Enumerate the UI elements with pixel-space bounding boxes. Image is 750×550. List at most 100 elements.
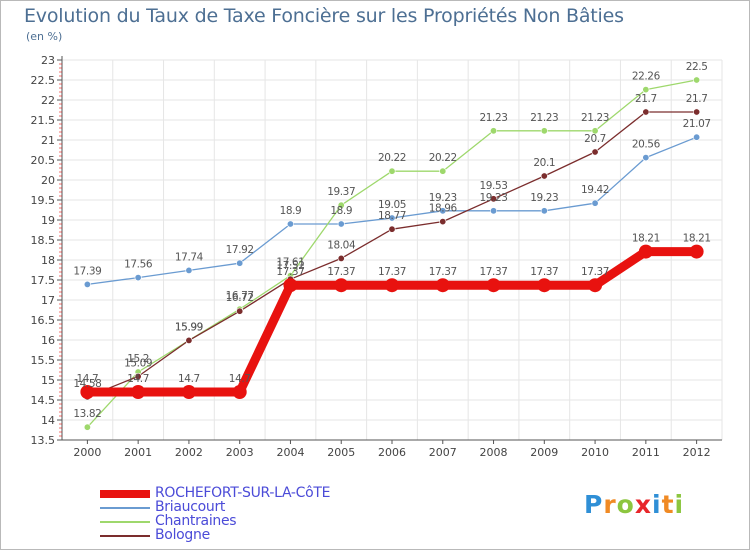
data-label: 17.52 <box>276 260 304 272</box>
logo-letter: x <box>634 490 652 519</box>
data-label: 19.05 <box>378 199 406 211</box>
data-point <box>286 220 294 228</box>
data-label: 17.37 <box>581 266 609 278</box>
data-label: 14.7 <box>229 373 251 385</box>
data-label: 19.42 <box>581 184 609 196</box>
logo-letter: r <box>603 490 617 519</box>
data-label: 17.56 <box>124 259 153 271</box>
chart-subtitle: (en %) <box>26 30 63 43</box>
data-label: 14.58 <box>73 378 101 390</box>
data-label: 17.37 <box>429 266 457 278</box>
data-point <box>591 199 599 207</box>
proxiti-logo: Proxiti <box>584 490 684 519</box>
data-point <box>693 76 701 84</box>
data-point <box>490 127 498 135</box>
data-point <box>435 278 450 293</box>
data-label: 17.37 <box>276 266 304 278</box>
data-label: 19.23 <box>530 192 558 204</box>
x-tick-label: 2011 <box>632 446 660 459</box>
y-tick-label: 16 <box>41 334 55 347</box>
y-tick-label: 15 <box>41 374 55 387</box>
logo-letter: i <box>674 490 685 519</box>
data-point <box>80 385 95 399</box>
legend-item-bologne: Bologne <box>100 527 400 543</box>
y-tick-label: 20.5 <box>31 154 56 167</box>
data-point <box>283 278 298 293</box>
data-label: 14.7 <box>178 373 200 385</box>
legend-item-briaucourt: Briaucourt <box>100 499 400 515</box>
chart-title: Evolution du Taux de Taxe Foncière sur l… <box>24 5 624 27</box>
data-point <box>334 278 349 293</box>
legend-item-rochefort: ROCHEFORT-SUR-LA-CôTE <box>100 485 400 501</box>
data-label: 21.7 <box>686 93 708 105</box>
data-point <box>388 214 396 222</box>
data-point <box>134 372 142 380</box>
data-point <box>185 336 193 344</box>
data-point <box>591 127 599 135</box>
chart-legend: ROCHEFORT-SUR-LA-CôTE Briaucourt Chantra… <box>100 485 400 543</box>
y-tick-label: 15.5 <box>31 354 56 367</box>
y-tick-label: 20 <box>41 174 55 187</box>
x-tick-label: 2009 <box>530 446 558 459</box>
data-point <box>131 385 146 399</box>
x-tick-label: 2008 <box>480 446 508 459</box>
data-label: 18.04 <box>327 239 356 251</box>
data-point <box>181 385 196 399</box>
y-tick-label: 18.5 <box>31 234 56 247</box>
data-point <box>693 108 701 116</box>
y-tick-label: 19 <box>41 214 55 227</box>
data-label: 15.99 <box>175 321 203 333</box>
y-tick-label: 21.5 <box>31 114 56 127</box>
y-tick-label: 17.5 <box>31 274 56 287</box>
data-label: 17.39 <box>73 265 101 277</box>
data-point <box>439 167 447 175</box>
data-label: 20.22 <box>378 152 406 164</box>
data-label: 20.1 <box>533 157 555 169</box>
data-point <box>236 259 244 267</box>
data-label: 16.72 <box>226 292 254 304</box>
data-point <box>642 108 650 116</box>
y-tick-label: 23 <box>41 54 55 67</box>
legend-label: Chantraines <box>155 513 237 529</box>
data-label: 21.23 <box>581 112 609 124</box>
data-point <box>134 274 142 282</box>
data-label: 18.96 <box>429 203 458 215</box>
data-label: 19.23 <box>480 192 508 204</box>
data-label: 21.7 <box>635 93 657 105</box>
legend-item-chantraines: Chantraines <box>100 513 400 529</box>
data-label: 14.7 <box>127 373 149 385</box>
data-label: 13.82 <box>73 408 101 420</box>
x-tick-label: 2012 <box>683 446 711 459</box>
data-point <box>232 385 247 399</box>
y-tick-label: 22 <box>41 94 55 107</box>
data-label: 20.7 <box>584 133 606 145</box>
data-point <box>693 133 701 141</box>
data-label: 15.99 <box>175 321 203 333</box>
data-label: 19.37 <box>327 186 355 198</box>
x-tick-label: 2005 <box>327 446 355 459</box>
data-point <box>490 195 498 203</box>
y-tick-label: 16.5 <box>31 314 56 327</box>
data-label: 22.26 <box>632 71 661 83</box>
legend-swatch <box>100 490 150 498</box>
y-tick-label: 13.5 <box>31 434 56 447</box>
data-point <box>337 201 345 209</box>
legend-swatch <box>100 535 150 537</box>
data-point <box>588 278 603 293</box>
x-tick-label: 2010 <box>581 446 609 459</box>
data-label: 17.74 <box>175 251 204 263</box>
x-tick-label: 2006 <box>378 446 406 459</box>
data-label: 21.07 <box>683 118 711 130</box>
y-tick-label: 19.5 <box>31 194 56 207</box>
data-label: 17.37 <box>327 266 355 278</box>
logo-letter: P <box>584 490 604 519</box>
logo-letter: t <box>661 490 675 519</box>
data-label: 21.23 <box>480 112 508 124</box>
data-point <box>486 278 501 293</box>
x-tick-label: 2002 <box>175 446 203 459</box>
data-point <box>540 172 548 180</box>
data-point <box>337 220 345 228</box>
data-label: 17.37 <box>480 266 508 278</box>
